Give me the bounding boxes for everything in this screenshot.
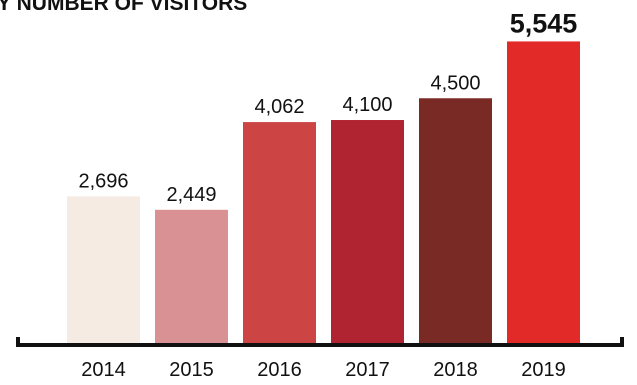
bar-2016 [243, 122, 316, 343]
value-label-2016: 4,062 [254, 96, 304, 118]
bar-2017 [331, 120, 404, 343]
x-tick-2017: 2017 [345, 359, 390, 381]
bar-2018 [419, 98, 492, 344]
value-label-2017: 4,100 [342, 94, 392, 116]
value-label-2018: 4,500 [430, 72, 480, 94]
bar-2014 [67, 196, 140, 343]
bars-group: 2,696 2,449 4,062 4,100 4,500 5,545 [67, 8, 580, 344]
value-label-2014: 2,696 [78, 170, 128, 192]
x-tick-2016: 2016 [257, 359, 302, 381]
x-tick-2018: 2018 [433, 359, 478, 381]
bar-2019 [507, 41, 580, 344]
x-tick-labels: 2014 2015 2016 2017 2018 2019 [81, 359, 566, 381]
x-tick-2015: 2015 [169, 359, 214, 381]
chart-title: BY NUMBER OF VISITORS [0, 0, 247, 15]
bar-2015 [155, 209, 228, 343]
value-label-2019: 5,545 [510, 8, 578, 38]
x-tick-2019: 2019 [521, 359, 566, 381]
x-tick-2014: 2014 [81, 359, 126, 381]
value-label-2015: 2,449 [166, 184, 216, 206]
